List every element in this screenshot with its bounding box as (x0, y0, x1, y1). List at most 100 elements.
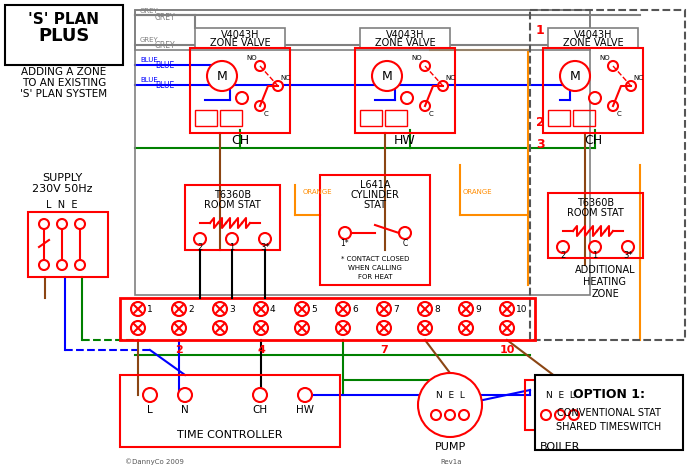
Text: * CONTACT CLOSED: * CONTACT CLOSED (341, 256, 409, 262)
Bar (525, 380, 595, 430)
Text: ©DannyCo 2009: ©DannyCo 2009 (125, 459, 184, 465)
Circle shape (541, 410, 551, 420)
Text: Rev1a: Rev1a (440, 459, 462, 465)
Bar (548, 110, 570, 126)
Bar (5, 5, 123, 65)
Circle shape (418, 302, 432, 316)
Text: V4043H: V4043H (221, 30, 259, 40)
Bar (28, 212, 108, 277)
Circle shape (226, 233, 238, 245)
Text: 2: 2 (197, 242, 203, 251)
Text: 1: 1 (229, 242, 235, 251)
Bar (535, 375, 683, 450)
Text: HEATING: HEATING (584, 277, 627, 287)
Circle shape (569, 410, 579, 420)
Text: WHEN CALLING: WHEN CALLING (348, 265, 402, 271)
Bar (135, 10, 590, 295)
Text: ZONE VALVE: ZONE VALVE (210, 38, 270, 48)
Bar (548, 193, 643, 258)
Text: 10: 10 (516, 305, 527, 314)
Circle shape (39, 219, 49, 229)
Text: 6: 6 (352, 305, 357, 314)
Circle shape (420, 101, 430, 111)
Text: CH: CH (253, 405, 268, 415)
Text: M: M (217, 70, 228, 82)
Text: CYLINDER: CYLINDER (351, 190, 400, 200)
Bar (120, 375, 340, 447)
Text: BLUE: BLUE (155, 60, 175, 70)
Text: 7: 7 (393, 305, 399, 314)
Text: ROOM STAT: ROOM STAT (204, 200, 261, 210)
Circle shape (259, 233, 271, 245)
Circle shape (608, 101, 618, 111)
Text: N  E  L: N E L (435, 390, 464, 400)
Circle shape (172, 302, 186, 316)
Text: ZONE: ZONE (591, 289, 619, 299)
Circle shape (213, 302, 227, 316)
Text: M: M (570, 70, 580, 82)
Circle shape (57, 260, 67, 270)
Text: CH: CH (584, 134, 602, 147)
Circle shape (194, 233, 206, 245)
Text: CH: CH (231, 134, 249, 147)
Text: NC: NC (445, 75, 455, 81)
Text: SHARED TIMESWITCH: SHARED TIMESWITCH (556, 422, 662, 432)
Circle shape (445, 410, 455, 420)
Text: 1: 1 (536, 23, 544, 37)
Bar (530, 10, 685, 340)
Text: N  E  L: N E L (546, 390, 575, 400)
Circle shape (255, 101, 265, 111)
Circle shape (57, 219, 67, 229)
Text: 9: 9 (475, 305, 481, 314)
Text: FOR HEAT: FOR HEAT (357, 274, 392, 280)
Text: V4043H: V4043H (386, 30, 424, 40)
Circle shape (131, 302, 145, 316)
Text: BOILER: BOILER (540, 442, 580, 452)
Circle shape (377, 302, 391, 316)
Text: L641A: L641A (359, 180, 391, 190)
Text: BLUE: BLUE (140, 77, 158, 83)
Circle shape (336, 302, 350, 316)
Circle shape (75, 260, 85, 270)
Circle shape (178, 388, 192, 402)
Bar (220, 110, 242, 126)
Text: 2: 2 (175, 345, 183, 355)
Bar (360, 110, 382, 126)
Bar (185, 185, 280, 250)
Circle shape (213, 321, 227, 335)
Circle shape (626, 81, 636, 91)
Text: 2: 2 (188, 305, 194, 314)
Circle shape (557, 241, 569, 253)
Text: V4043H: V4043H (574, 30, 612, 40)
Text: GREY: GREY (155, 41, 176, 50)
Text: N: N (181, 405, 189, 415)
Circle shape (555, 410, 565, 420)
Text: TIME CONTROLLER: TIME CONTROLLER (177, 430, 283, 440)
Circle shape (459, 321, 473, 335)
Circle shape (298, 388, 312, 402)
Text: 1*: 1* (341, 239, 349, 248)
Circle shape (608, 61, 618, 71)
Circle shape (372, 61, 402, 91)
Text: 4: 4 (270, 305, 275, 314)
Circle shape (172, 321, 186, 335)
Text: HW: HW (394, 134, 416, 147)
Text: L  N  E: L N E (46, 200, 78, 210)
Circle shape (336, 321, 350, 335)
Circle shape (500, 302, 514, 316)
Text: 7: 7 (380, 345, 388, 355)
Bar (195, 110, 217, 126)
Bar (355, 48, 455, 133)
Text: 'S' PLAN: 'S' PLAN (28, 13, 99, 28)
Circle shape (75, 219, 85, 229)
Text: C: C (264, 111, 268, 117)
Text: T6360B: T6360B (214, 190, 251, 200)
Circle shape (622, 241, 634, 253)
Bar (548, 28, 638, 48)
Text: 3: 3 (536, 139, 544, 152)
Text: 3*: 3* (260, 242, 270, 251)
Text: ADDITIONAL: ADDITIONAL (575, 265, 635, 275)
Text: 4: 4 (257, 345, 265, 355)
Text: 1: 1 (147, 305, 152, 314)
Circle shape (418, 321, 432, 335)
